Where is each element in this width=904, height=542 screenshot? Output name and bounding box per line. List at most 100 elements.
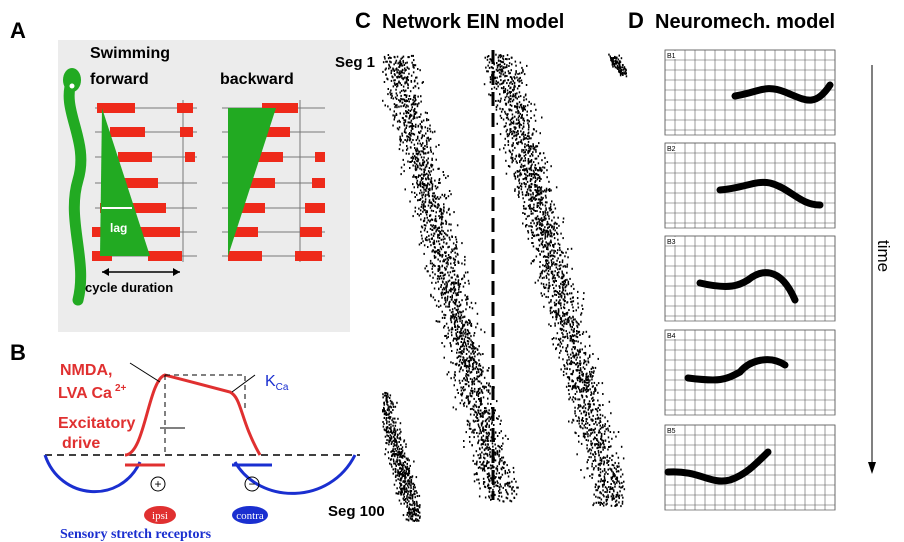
spike [537,194,539,196]
spike [429,241,431,243]
spike [497,445,499,447]
spike [382,396,384,398]
spike [399,438,401,440]
spike [433,296,435,298]
spike [391,442,393,444]
spike [532,220,534,222]
spike [404,139,406,141]
spike [405,62,407,64]
spike [415,77,417,79]
spike [498,495,500,497]
spike [458,355,460,357]
spike [388,64,390,66]
spike [511,109,513,111]
spike [480,369,482,371]
spike [500,492,502,494]
spike [558,296,560,298]
spike [586,331,588,333]
spike [389,427,391,429]
spike [554,294,556,296]
spike [511,77,513,79]
spike [507,133,509,135]
spike [450,342,452,344]
spike [394,448,396,450]
spike [470,321,472,323]
spike [429,202,431,204]
spike [534,167,536,169]
spike [527,215,529,217]
spike [388,414,390,416]
spike [474,388,476,390]
spike [459,364,461,366]
spike [406,518,408,520]
spike [619,486,621,488]
spike [456,241,458,243]
spike [387,105,389,107]
spike [403,498,405,500]
spike [543,231,545,233]
spike [434,243,436,245]
spike [537,215,539,217]
spike [593,372,595,374]
spike [619,490,621,492]
spike [602,442,604,444]
spike [411,62,413,64]
spike [508,135,510,137]
spike [407,468,409,470]
spike [523,149,525,151]
spike [474,404,476,406]
spike [393,98,395,100]
spike [431,282,433,284]
spike [522,110,524,112]
spike [404,453,406,455]
spike [410,98,412,100]
spike [503,457,505,459]
spike [435,256,437,258]
spike [412,498,414,500]
spike [552,311,554,313]
spike [590,456,592,458]
spike [554,323,556,325]
spike [604,476,606,478]
spike [577,362,579,364]
spike [539,244,541,246]
spike [564,296,566,298]
spike [405,81,407,83]
spike [550,251,552,253]
spike [447,230,449,232]
spike [571,357,573,359]
spike [481,373,483,375]
spike [485,67,487,69]
panel-label: A [10,18,26,43]
spike [572,352,574,354]
spike [474,429,476,431]
spike [508,96,510,98]
spike [438,198,440,200]
spike [478,395,480,397]
spike [498,57,500,59]
spike [537,280,539,282]
spike [567,319,569,321]
spike [480,413,482,415]
spike [591,411,593,413]
spike [453,211,455,213]
spike [605,486,607,488]
spike [508,72,510,74]
spike [442,289,444,291]
spike [583,390,585,392]
spike [417,495,419,497]
spike [500,115,502,117]
spike [609,488,611,490]
spike [570,301,572,303]
spike [463,405,465,407]
spike [494,444,496,446]
spike [557,274,559,276]
spike [490,464,492,466]
spike [538,169,540,171]
spike [563,298,565,300]
spike [549,226,551,228]
spike [522,191,524,193]
spike [549,268,551,270]
spike [386,422,388,424]
spike [435,215,437,217]
